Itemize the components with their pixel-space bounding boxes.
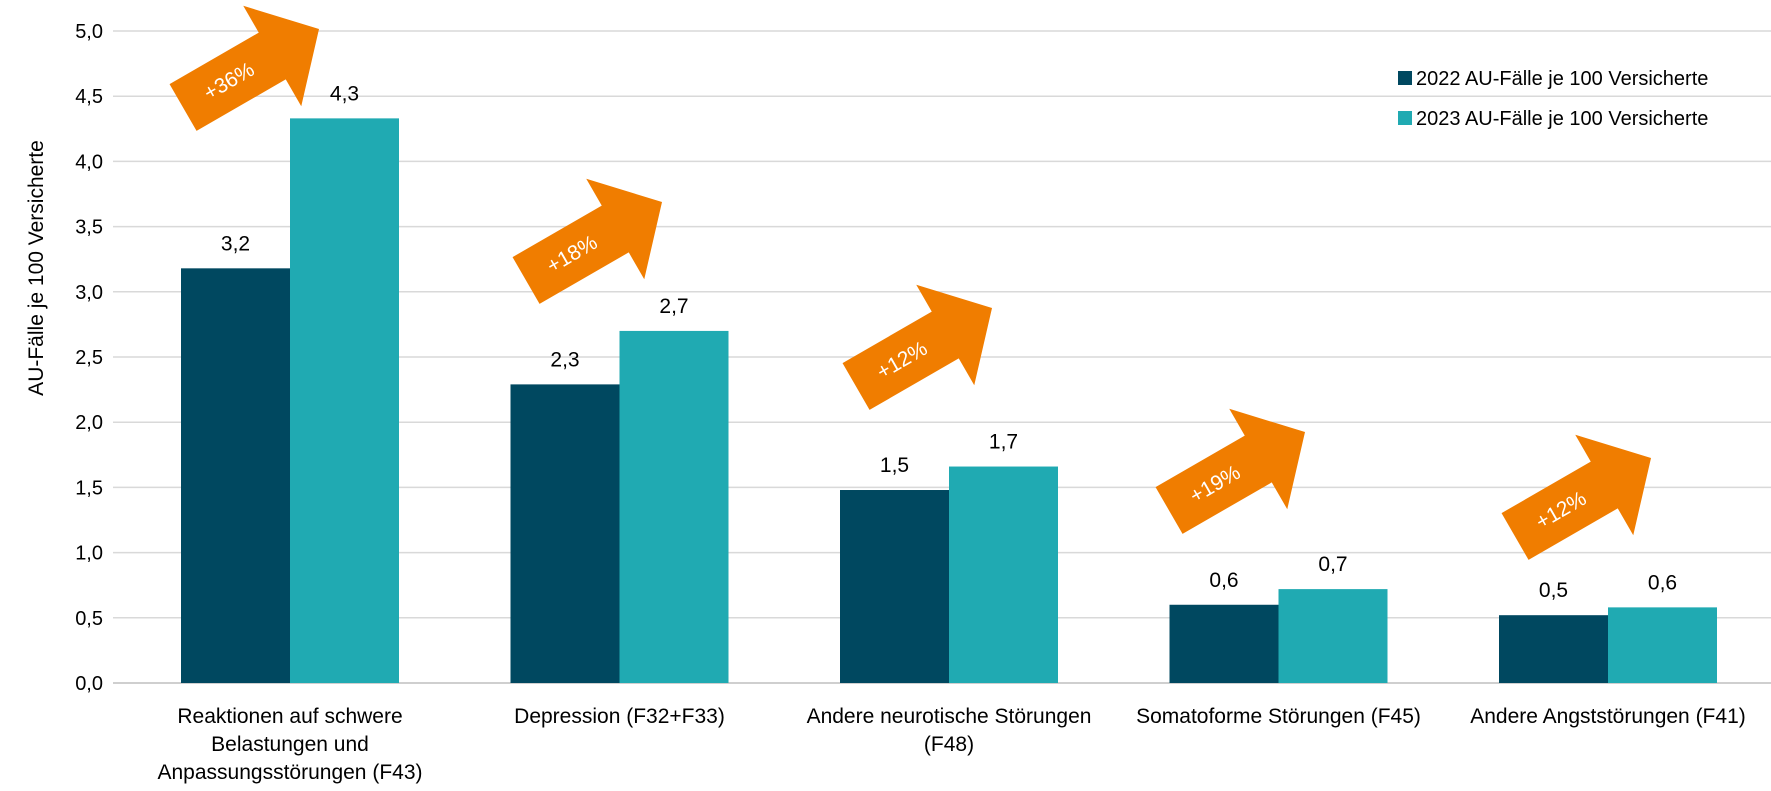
y-axis-title: AU-Fälle je 100 Versicherte: [25, 140, 48, 396]
x-tick-label: Anpassungsstörungen (F43): [158, 761, 423, 784]
x-axis-ticks: Reaktionen auf schwere Belastungen und Anp…: [158, 705, 1746, 784]
bar-2022: [840, 490, 949, 683]
data-label: 2,7: [659, 295, 688, 318]
growth-arrow-icon: +18%: [512, 178, 663, 304]
bars: [181, 118, 1717, 684]
x-tick-label: Andere neurotische Störungen: [807, 705, 1092, 728]
bar-2023: [619, 330, 729, 683]
y-tick-label: 3,0: [75, 282, 103, 304]
data-label: 0,7: [1318, 553, 1347, 576]
legend: 2022 AU-Fälle je 100 Versicherte 2023 AU-…: [1398, 68, 1708, 130]
legend-swatch: [1398, 71, 1412, 85]
data-labels: 3,2 2,3 1,5 0,6 0,5 4,3 2,7 1,7 0,7 0,6: [221, 82, 1677, 602]
arrow-shape-icon: [169, 5, 320, 131]
bar-2023: [1608, 607, 1717, 683]
arrow-shape-icon: [1155, 408, 1306, 534]
x-tick-label: Somatoforme Störungen (F45): [1136, 705, 1421, 728]
legend-swatch: [1398, 111, 1412, 125]
arrow-shape-icon: [842, 284, 993, 410]
y-tick-label: 4,5: [75, 86, 103, 108]
growth-arrows: +36% +18% +12% +19% +12%: [169, 5, 1652, 560]
x-tick-label: Depression (F32+F33): [514, 705, 725, 728]
data-label: 0,6: [1209, 569, 1238, 592]
y-tick-label: 1,0: [75, 543, 103, 565]
data-label: 1,7: [989, 431, 1018, 454]
bar-2022: [181, 268, 290, 683]
growth-arrow-icon: +19%: [1155, 408, 1306, 534]
data-label: 3,2: [221, 232, 250, 255]
y-tick-label: 2,5: [75, 347, 103, 369]
y-tick-label: 2,0: [75, 412, 103, 434]
y-tick-label: 3,5: [75, 217, 103, 239]
y-tick-label: 5,0: [75, 21, 103, 43]
legend-label: 2022 AU-Fälle je 100 Versicherte: [1416, 68, 1708, 90]
x-tick-label: Belastungen und: [211, 733, 369, 756]
x-tick-label: Reaktionen auf schwere: [177, 705, 402, 728]
bar-2022: [1499, 615, 1608, 683]
bar-2023: [290, 118, 399, 684]
arrow-shape-icon: [1501, 434, 1652, 560]
data-label: 0,6: [1648, 571, 1677, 594]
growth-arrow-icon: +12%: [842, 284, 993, 410]
legend-label: 2023 AU-Fälle je 100 Versicherte: [1416, 108, 1708, 130]
bar-2023: [949, 466, 1058, 683]
y-axis-ticks: 0,0 0,5 1,0 1,5 2,0 2,5 3,0 3,5 4,0 4,5 5,0: [75, 21, 103, 695]
data-label: 4,3: [330, 82, 359, 105]
data-label: 2,3: [550, 348, 579, 371]
x-tick-label: Andere Angststörungen (F41): [1470, 705, 1746, 728]
growth-arrow-icon: +36%: [169, 5, 320, 131]
arrow-shape-icon: [512, 178, 663, 304]
y-tick-label: 1,5: [75, 477, 103, 499]
bar-2022: [510, 384, 620, 683]
growth-arrow-icon: +12%: [1501, 434, 1652, 560]
y-tick-label: 0,0: [75, 673, 103, 695]
x-tick-label: (F48): [924, 733, 974, 756]
data-label: 0,5: [1539, 579, 1568, 602]
y-tick-label: 4,0: [75, 151, 103, 173]
y-tick-label: 0,5: [75, 608, 103, 630]
bar-2022: [1169, 604, 1279, 683]
bar-2023: [1278, 589, 1388, 683]
data-label: 1,5: [880, 454, 909, 477]
